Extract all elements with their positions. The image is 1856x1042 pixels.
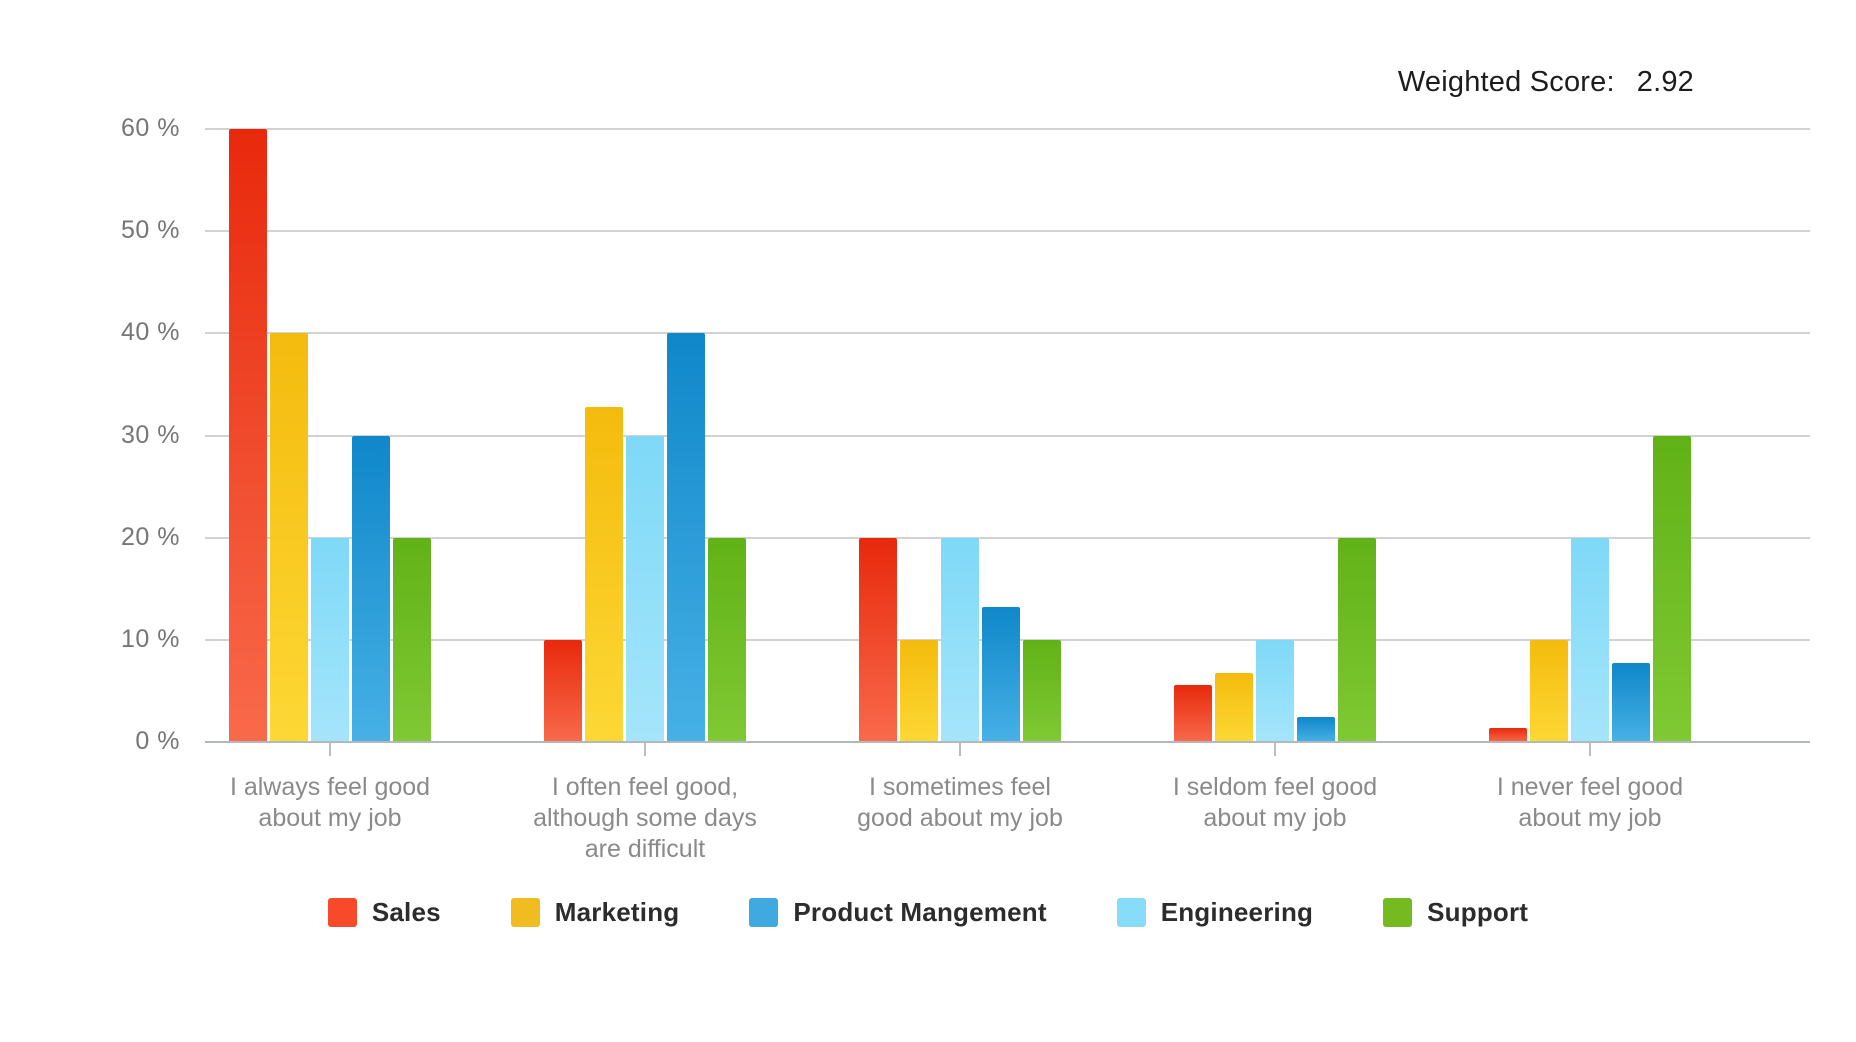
bar-group-2 bbox=[544, 333, 746, 742]
bar-product-mangement-group2 bbox=[667, 333, 705, 742]
legend-item-engineering: Engineering bbox=[1116, 897, 1314, 928]
category-label-4: I seldom feel good about my job bbox=[1095, 772, 1455, 834]
y-axis-label-10: 10 % bbox=[121, 624, 180, 653]
y-axis-label-30: 30 % bbox=[121, 420, 180, 449]
legend-label-engineering: Engineering bbox=[1160, 897, 1314, 927]
y-axis-label-60: 60 % bbox=[121, 114, 180, 142]
category-label-2: I often feel good, although some days are … bbox=[465, 772, 825, 865]
category-label-line: I seldom feel good bbox=[1172, 773, 1378, 801]
legend-item-support: Support bbox=[1383, 897, 1528, 928]
bar-product-mangement-group3 bbox=[982, 607, 1020, 742]
y-axis-label-20: 20 % bbox=[121, 522, 180, 551]
bar-marketing-group3 bbox=[900, 639, 938, 742]
x-axis-tick-2 bbox=[644, 742, 646, 756]
weighted-score: Weighted Score: 2.92 bbox=[1398, 66, 1694, 99]
category-label-line: are difficult bbox=[584, 835, 706, 863]
legend-label-marketing: Marketing bbox=[554, 897, 680, 927]
x-axis-tick-3 bbox=[959, 742, 961, 756]
x-axis-line bbox=[205, 741, 1810, 743]
category-label-1: I always feel good about my job bbox=[150, 772, 510, 834]
legend-label-support: Support bbox=[1427, 897, 1529, 927]
bar-engineering-group3 bbox=[941, 537, 979, 742]
bar-support-group1 bbox=[393, 537, 431, 742]
y-gridline-40 bbox=[205, 332, 1810, 335]
bar-marketing-group1 bbox=[270, 333, 308, 742]
bar-sales-group3 bbox=[859, 537, 897, 742]
category-label-line: I often feel good, bbox=[551, 773, 739, 801]
bar-group-3 bbox=[859, 537, 1061, 742]
bar-marketing-group4 bbox=[1215, 672, 1253, 742]
bar-engineering-group5 bbox=[1571, 537, 1609, 742]
x-axis-tick-5 bbox=[1589, 742, 1591, 756]
x-axis-tick-4 bbox=[1274, 742, 1276, 756]
bar-product-mangement-group4 bbox=[1297, 716, 1335, 742]
bar-support-group4 bbox=[1338, 537, 1376, 742]
bar-sales-group1 bbox=[229, 129, 267, 742]
bar-engineering-group1 bbox=[311, 537, 349, 742]
bar-engineering-group4 bbox=[1256, 639, 1294, 742]
category-label-3: I sometimes feel good about my job bbox=[780, 772, 1140, 834]
category-label-line: good about my job bbox=[857, 804, 1063, 832]
weighted-score-value: 2.92 bbox=[1636, 66, 1694, 98]
y-gridline-60 bbox=[205, 128, 1810, 130]
legend-item-sales: Sales bbox=[327, 897, 441, 928]
bar-group-1 bbox=[229, 129, 431, 742]
y-axis-label-50: 50 % bbox=[121, 216, 180, 245]
bar-group-5 bbox=[1489, 435, 1691, 742]
y-axis-label-40: 40 % bbox=[121, 318, 180, 347]
legend-item-product-mangement: Product Mangement bbox=[749, 897, 1046, 928]
bar-marketing-group5 bbox=[1530, 639, 1568, 742]
weighted-score-label: Weighted Score: bbox=[1397, 66, 1615, 98]
y-axis-label-0: 0 % bbox=[135, 727, 180, 755]
bar-sales-group2 bbox=[544, 639, 582, 742]
y-gridline-50 bbox=[205, 230, 1810, 233]
category-label-line: I always feel good bbox=[229, 773, 431, 801]
category-label-line: I sometimes feel bbox=[868, 773, 1051, 801]
bar-sales-group4 bbox=[1174, 684, 1212, 742]
category-label-line: about my job bbox=[1518, 804, 1662, 832]
bar-product-mangement-group1 bbox=[352, 435, 390, 742]
x-axis-tick-1 bbox=[329, 742, 331, 756]
legend-label-product-mangement: Product Mangement bbox=[793, 897, 1047, 927]
bar-sales-group5 bbox=[1489, 727, 1527, 742]
chart-legend: Sales Marketing Product Mangement Engineeri… bbox=[0, 897, 1856, 928]
category-label-5: I never feel good about my job bbox=[1410, 772, 1770, 834]
bar-support-group3 bbox=[1023, 639, 1061, 742]
legend-swatch-product-mangement bbox=[749, 898, 779, 927]
bar-marketing-group2 bbox=[585, 406, 623, 742]
category-label-line: about my job bbox=[258, 804, 402, 832]
legend-swatch-engineering bbox=[1116, 898, 1146, 927]
category-label-line: about my job bbox=[1203, 804, 1347, 832]
bar-engineering-group2 bbox=[626, 435, 664, 742]
y-gridline-30 bbox=[205, 434, 1810, 437]
legend-item-marketing: Marketing bbox=[510, 897, 680, 928]
category-label-line: although some days bbox=[533, 804, 757, 832]
plot-area: 0 % 10 % 20 % 30 % 40 % 50 % 60 % bbox=[121, 114, 1810, 756]
bar-product-mangement-group5 bbox=[1612, 663, 1650, 742]
legend-swatch-marketing bbox=[510, 898, 540, 927]
legend-label-sales: Sales bbox=[371, 897, 441, 927]
y-gridline-20 bbox=[205, 536, 1810, 539]
legend-swatch-support bbox=[1383, 898, 1413, 927]
legend-swatch-sales bbox=[327, 898, 357, 927]
category-label-line: I never feel good bbox=[1496, 773, 1684, 801]
bar-support-group2 bbox=[708, 537, 746, 742]
bar-group-4 bbox=[1174, 537, 1376, 742]
bar-support-group5 bbox=[1653, 435, 1691, 742]
